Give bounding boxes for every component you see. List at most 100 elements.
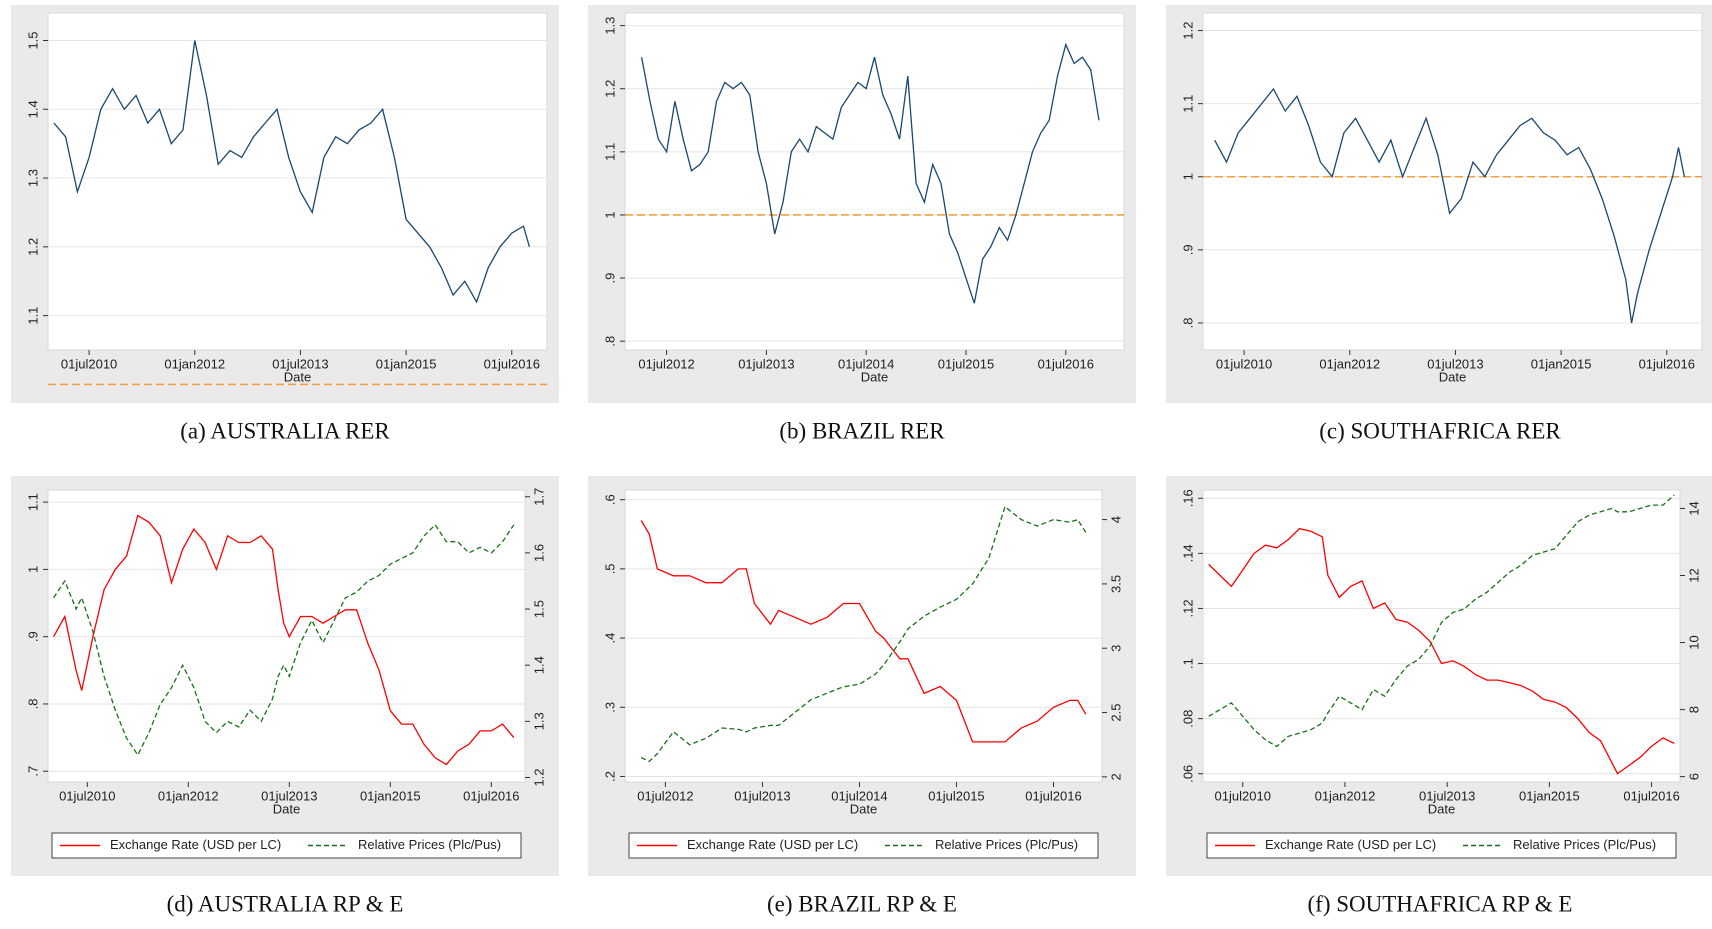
y2-tick-label: 3.5 [1108, 575, 1123, 593]
x-tick-label: 01jul2016 [484, 356, 540, 371]
series-line [640, 520, 1087, 743]
x-axis-title: Date [273, 801, 300, 816]
y-tick-label: .4 [602, 633, 617, 644]
x-tick-label: 01jul2010 [1216, 356, 1272, 371]
x-axis-title: Date [850, 801, 877, 816]
plot-area [1202, 489, 1681, 783]
x-tick-label: 01jul2016 [463, 788, 519, 803]
y2-tick-label: 1.3 [531, 712, 546, 730]
caption: (c) SOUTHAFRICA RER [1319, 418, 1561, 443]
y-tick-label: 1.1 [25, 493, 40, 511]
y-tick-label: .8 [1180, 318, 1195, 329]
y2-tick-label: 3 [1108, 645, 1123, 652]
y2-tick-label: 1.4 [531, 656, 546, 674]
y-tick-label: 1.4 [25, 100, 40, 118]
caption: (e) BRAZIL RP & E [767, 891, 957, 916]
y-tick-label: .12 [1180, 599, 1195, 617]
y-tick-label: 1.2 [25, 238, 40, 256]
y-tick-label: 1.2 [1180, 22, 1195, 40]
caption: (d) AUSTRALIA RP & E [167, 891, 404, 916]
x-tick-label: 01jul2010 [61, 356, 117, 371]
legend-label: Relative Prices (Plc/Pus) [358, 837, 501, 852]
y-tick-label: .5 [602, 563, 617, 574]
y-tick-label: 1.1 [25, 307, 40, 325]
y2-tick-label: 10 [1686, 635, 1701, 649]
caption: (a) AUSTRALIA RER [180, 418, 390, 443]
y-tick-label: 1.1 [602, 143, 617, 161]
x-tick-label: 01jul2010 [1215, 788, 1271, 803]
x-tick-label: 01jan2012 [164, 356, 225, 371]
y-tick-label: 1.2 [602, 80, 617, 98]
plot-area [624, 12, 1125, 351]
y-tick-label: 1 [602, 211, 617, 218]
y-tick-label: .6 [602, 494, 617, 505]
y2-tick-label: 14 [1686, 501, 1701, 515]
x-tick-label: 01jul2013 [272, 356, 328, 371]
y-tick-label: .9 [602, 273, 617, 284]
x-tick-label: 01jul2013 [738, 356, 794, 371]
x-tick-label: 01jul2013 [734, 788, 790, 803]
y2-tick-label: 6 [1686, 773, 1701, 780]
plot-area [1202, 12, 1703, 351]
x-tick-label: 01jan2015 [376, 356, 437, 371]
x-tick-label: 01jan2015 [1519, 788, 1580, 803]
x-tick-label: 01jul2016 [1639, 356, 1695, 371]
y-tick-label: 1 [1180, 173, 1195, 180]
legend-box [1206, 832, 1677, 859]
legend-label: Relative Prices (Plc/Pus) [935, 837, 1078, 852]
y-tick-label: .8 [602, 336, 617, 347]
caption: (b) BRAZIL RER [779, 418, 945, 443]
y2-tick-label: 2 [1108, 773, 1123, 780]
y-tick-label: .9 [25, 631, 40, 642]
y2-tick-label: 4 [1108, 516, 1123, 523]
y-tick-label: .3 [602, 702, 617, 713]
x-tick-label: 01jul2016 [1025, 788, 1081, 803]
y-tick-label: .14 [1180, 544, 1195, 562]
y-tick-label: 1 [25, 566, 40, 573]
y-tick-label: .9 [1180, 244, 1195, 255]
x-tick-label: 01jul2013 [261, 788, 317, 803]
y2-tick-label: 1.6 [531, 544, 546, 562]
x-axis-title: Date [1439, 369, 1466, 384]
series-line [1214, 87, 1686, 324]
x-tick-label: 01jan2012 [1319, 356, 1380, 371]
x-tick-label: 01jul2015 [928, 788, 984, 803]
y2-tick-label: 12 [1686, 568, 1701, 582]
x-tick-label: 01jan2015 [1531, 356, 1592, 371]
legend-label: Relative Prices (Plc/Pus) [1513, 837, 1656, 852]
series-line [53, 40, 531, 304]
plot-area [47, 489, 526, 783]
y-tick-label: .2 [602, 771, 617, 782]
x-tick-label: 01jul2015 [938, 356, 994, 371]
legend-label: Exchange Rate (USD per LC) [110, 837, 281, 852]
plot-area [624, 489, 1103, 783]
y-tick-label: .8 [25, 699, 40, 710]
x-tick-label: 01jan2015 [360, 788, 421, 803]
legend-label: Exchange Rate (USD per LC) [1265, 837, 1436, 852]
legend-label: Exchange Rate (USD per LC) [687, 837, 858, 852]
x-tick-label: 01jul2013 [1427, 356, 1483, 371]
series-line [640, 42, 1100, 304]
y-tick-label: .7 [25, 766, 40, 777]
x-tick-label: 01jul2014 [838, 356, 894, 371]
x-axis-title: Date [284, 369, 311, 384]
x-tick-label: 01jan2012 [1315, 788, 1376, 803]
y-tick-label: .06 [1180, 765, 1195, 783]
y2-tick-label: 1.5 [531, 600, 546, 618]
y-tick-label: .1 [1180, 658, 1195, 669]
series-line [1208, 527, 1675, 775]
y2-tick-label: 1.7 [531, 488, 546, 506]
x-tick-label: 01jul2012 [637, 788, 693, 803]
series-line [53, 514, 515, 766]
x-tick-label: 01jul2012 [638, 356, 694, 371]
legend-box [628, 832, 1099, 859]
series-line [1208, 494, 1675, 748]
x-tick-label: 01jul2013 [1419, 788, 1475, 803]
y-tick-label: 1.3 [602, 17, 617, 35]
x-tick-label: 01jul2010 [59, 788, 115, 803]
legend-box [51, 832, 522, 859]
caption: (f) SOUTHAFRICA RP & E [1308, 891, 1573, 916]
y2-tick-label: 2.5 [1108, 703, 1123, 721]
y-tick-label: 1.5 [25, 31, 40, 49]
